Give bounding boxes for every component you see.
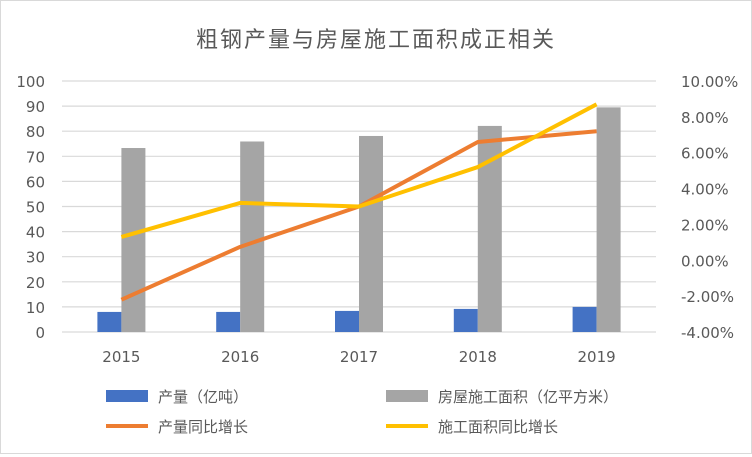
left-tick-label: 20 — [26, 274, 45, 292]
left-tick-label: 70 — [26, 148, 45, 166]
x-tick-label: 2015 — [102, 348, 140, 366]
left-tick-label: 100 — [16, 73, 45, 91]
legend-label: 施工面积同比增长 — [438, 418, 558, 436]
bar-output — [335, 310, 359, 332]
x-tick-label: 2018 — [459, 348, 497, 366]
legend-swatch — [106, 390, 148, 402]
left-tick-label: 30 — [26, 249, 45, 267]
bar-area — [596, 107, 621, 332]
right-tick-label: 10.00% — [681, 73, 738, 91]
left-tick-label: 90 — [26, 98, 45, 116]
right-tick-label: -4.00% — [681, 324, 734, 342]
legend-label: 产量同比增长 — [158, 418, 248, 436]
x-tick-label: 2019 — [578, 348, 616, 366]
bar-area — [240, 141, 265, 332]
left-tick-label: 40 — [26, 224, 45, 242]
x-tick-label: 2017 — [340, 348, 378, 366]
left-tick-label: 10 — [26, 299, 45, 317]
bar-area — [359, 135, 383, 332]
bar-output — [97, 311, 122, 332]
right-tick-label: 4.00% — [681, 181, 729, 199]
right-tick-label: 0.00% — [681, 252, 729, 270]
left-tick-label: 0 — [35, 324, 45, 342]
legend-label: 房屋施工面积（亿平方米） — [438, 388, 618, 406]
bar-output — [216, 311, 241, 332]
chart-title: 粗钢产量与房屋施工面积成正相关 — [196, 28, 556, 53]
x-tick-label: 2016 — [221, 348, 259, 366]
line-area-growth — [120, 102, 598, 239]
right-tick-label: 6.00% — [681, 145, 729, 163]
bar-area — [121, 148, 146, 332]
right-tick-label: -2.00% — [681, 288, 734, 306]
left-tick-label: 80 — [26, 123, 45, 141]
right-tick-label: 8.00% — [681, 109, 729, 127]
right-tick-label: 2.00% — [681, 216, 729, 234]
left-tick-label: 50 — [26, 199, 45, 217]
bar-output — [453, 308, 478, 332]
left-tick-label: 60 — [26, 173, 45, 191]
legend-label: 产量（亿吨） — [158, 388, 248, 406]
legend-swatch — [386, 390, 428, 402]
bar-output — [572, 306, 597, 332]
